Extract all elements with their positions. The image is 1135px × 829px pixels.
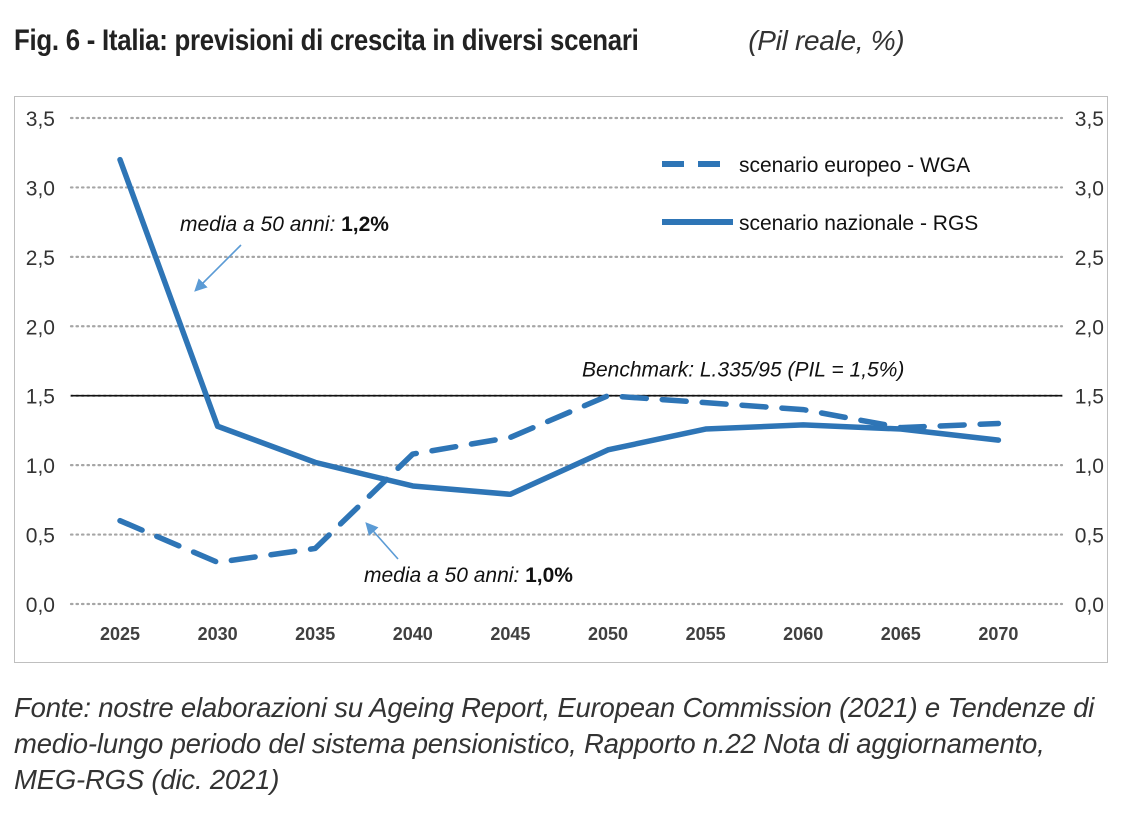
annotation-wga-text: media a 50 anni: (364, 564, 525, 587)
annotation-wga-value: 1,0% (525, 564, 573, 587)
figure-title: Fig. 6 - Italia: previsioni di crescita … (14, 24, 905, 58)
y-tick-label-left: 1,0 (26, 455, 55, 478)
y-tick-label-right: 1,0 (1075, 455, 1104, 478)
annotation-rgs-value: 1,2% (341, 213, 389, 236)
annotation-wga-arrow (365, 522, 399, 560)
annotation-rgs-arrow (194, 244, 242, 292)
x-tick-label: 2050 (588, 624, 628, 644)
y-tick-label-left: 2,0 (26, 316, 55, 339)
y-tick-label-right: 0,0 (1075, 594, 1104, 617)
annotation-rgs-average: media a 50 anni: 1,2% (180, 213, 389, 236)
annotation-rgs-text: media a 50 anni: (180, 213, 341, 236)
y-tick-label-right: 3,0 (1075, 177, 1104, 200)
y-tick-label-left: 3,0 (26, 177, 55, 200)
figure-title-unit: (Pil reale, %) (748, 25, 905, 56)
y-tick-label-left: 0,5 (26, 525, 55, 548)
x-tick-label: 2070 (978, 624, 1018, 644)
y-tick-label-right: 1,5 (1075, 386, 1104, 409)
y-tick-label-right: 2,0 (1075, 316, 1104, 339)
figure-title-main: Fig. 6 - Italia: previsioni di crescita … (14, 24, 639, 57)
series-line-rgs (117, 156, 1002, 498)
x-tick-label: 2060 (783, 624, 823, 644)
x-tick-label: 2065 (881, 624, 921, 644)
y-tick-label-left: 1,5 (26, 386, 55, 409)
y-tick-label-left: 0,0 (26, 594, 55, 617)
legend-label: scenario nazionale - RGS (739, 212, 978, 235)
y-tick-label-left: 2,5 (26, 247, 55, 270)
x-tick-label: 2055 (686, 624, 726, 644)
y-tick-label-left: 3,5 (26, 108, 55, 131)
y-tick-label-right: 0,5 (1075, 525, 1104, 548)
x-tick-label: 2035 (295, 624, 335, 644)
x-tick-label: 2040 (393, 624, 433, 644)
x-tick-label: 2045 (490, 624, 530, 644)
x-tick-label: 2030 (198, 624, 238, 644)
benchmark-label: Benchmark: L.335/95 (PIL = 1,5%) (582, 359, 904, 382)
x-tick-label: 2025 (100, 624, 140, 644)
y-tick-label-right: 3,5 (1075, 108, 1104, 131)
chart-frame: 0,0 0,0 0,5 0,5 1,0 1,0 1,5 1,5 2,0 2,0 2,5 2,5 3,0 3… (14, 96, 1108, 663)
y-tick-label-right: 2,5 (1075, 247, 1104, 270)
annotation-wga-average: media a 50 anni: 1,0% (364, 564, 573, 587)
legend-label: scenario europeo - WGA (739, 154, 970, 177)
series-line-wga (117, 392, 1002, 566)
line-chart: 0,0 0,0 0,5 0,5 1,0 1,0 1,5 1,5 2,0 2,0 2,5 2,5 3,0 3… (26, 108, 1104, 644)
figure-source: Fonte: nostre elaborazioni su Ageing Rep… (14, 692, 1095, 795)
